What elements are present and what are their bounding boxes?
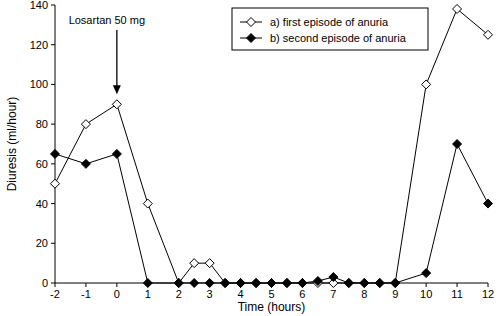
data-point	[298, 279, 307, 288]
data-point	[51, 149, 60, 158]
data-point	[344, 279, 353, 288]
data-point	[282, 279, 291, 288]
x-tick	[457, 283, 458, 287]
legend-marker	[247, 34, 256, 43]
y-tick-label: 20	[36, 237, 48, 249]
plot-area	[51, 4, 493, 287]
x-tick-label: 12	[482, 288, 494, 300]
y-tick-label: 60	[36, 158, 48, 170]
x-tick-label: 1	[145, 288, 151, 300]
y-axis	[55, 5, 56, 283]
legend-box	[232, 8, 428, 50]
data-point	[174, 279, 183, 288]
data-point	[143, 199, 152, 208]
x-tick	[55, 283, 56, 287]
y-tick	[51, 124, 55, 125]
data-point	[313, 277, 322, 286]
legend-label: a) first episode of anuria	[270, 16, 389, 28]
data-point	[51, 179, 60, 188]
x-tick-label: -1	[81, 288, 91, 300]
data-point	[221, 279, 230, 288]
x-tick-label: 4	[238, 288, 244, 300]
data-point	[484, 199, 493, 208]
data-point	[360, 279, 369, 288]
x-tick-label: 9	[392, 288, 398, 300]
y-tick-label: 80	[36, 118, 48, 130]
y-axis-label: Diuresis (ml/hour)	[5, 97, 19, 192]
data-point	[112, 149, 121, 158]
data-point	[236, 279, 245, 288]
data-point	[375, 279, 384, 288]
x-tick-label: 8	[361, 288, 367, 300]
annotation: Losartan 50 mg	[69, 14, 145, 26]
x-tick-label: 11	[451, 288, 462, 300]
data-point	[252, 279, 261, 288]
x-tick	[116, 283, 117, 287]
data-point	[329, 273, 338, 282]
chart-container: -2-10123456789101112020406080100120140Ti…	[0, 0, 500, 316]
data-point	[422, 80, 431, 89]
legend-marker	[247, 18, 256, 27]
x-tick-label: 3	[207, 288, 213, 300]
x-tick-label: 7	[330, 288, 336, 300]
x-tick-label: 0	[114, 288, 120, 300]
y-tick	[51, 44, 55, 45]
data-point	[267, 279, 276, 288]
data-point	[344, 279, 353, 288]
annotation-arrow	[116, 30, 117, 92]
data-point	[143, 279, 152, 288]
chart: -2-10123456789101112020406080100120140Ti…	[0, 0, 500, 316]
series-line	[55, 9, 488, 283]
data-point	[267, 279, 276, 288]
x-tick	[85, 283, 86, 287]
y-tick	[51, 5, 55, 6]
data-point	[453, 4, 462, 13]
x-tick-label: -2	[50, 288, 60, 300]
data-point	[391, 279, 400, 288]
x-tick	[488, 283, 489, 287]
x-tick-label: 6	[299, 288, 305, 300]
x-tick-label: 5	[268, 288, 274, 300]
data-point	[221, 279, 230, 288]
data-point	[190, 259, 199, 268]
y-tick-label: 100	[30, 78, 48, 90]
data-point	[252, 279, 261, 288]
legend-label: b) second episode of anuria	[270, 32, 407, 44]
data-point	[453, 140, 462, 149]
data-point	[375, 279, 384, 288]
y-tick	[51, 203, 55, 204]
y-tick	[51, 84, 55, 85]
data-point	[112, 100, 121, 109]
data-point	[484, 30, 493, 39]
data-point	[236, 279, 245, 288]
x-tick-label: 10	[420, 288, 432, 300]
y-tick-label: 140	[30, 0, 48, 11]
x-axis-label: Time (hours)	[238, 300, 306, 314]
y-tick	[51, 163, 55, 164]
y-tick-label: 40	[36, 198, 48, 210]
y-tick	[51, 243, 55, 244]
y-tick-label: 0	[42, 277, 48, 289]
data-point	[422, 269, 431, 278]
data-point	[81, 159, 90, 168]
data-point	[205, 259, 214, 268]
x-tick	[426, 283, 427, 287]
annotation-arrowhead	[113, 85, 121, 94]
series-line	[55, 144, 488, 283]
data-point	[174, 279, 183, 288]
data-point	[360, 279, 369, 288]
y-tick	[51, 283, 55, 284]
data-point	[298, 279, 307, 288]
data-point	[81, 120, 90, 129]
data-point	[391, 279, 400, 288]
data-point	[282, 279, 291, 288]
y-tick-label: 120	[30, 39, 48, 51]
data-point	[190, 279, 199, 288]
x-tick-label: 2	[176, 288, 182, 300]
data-point	[205, 279, 214, 288]
